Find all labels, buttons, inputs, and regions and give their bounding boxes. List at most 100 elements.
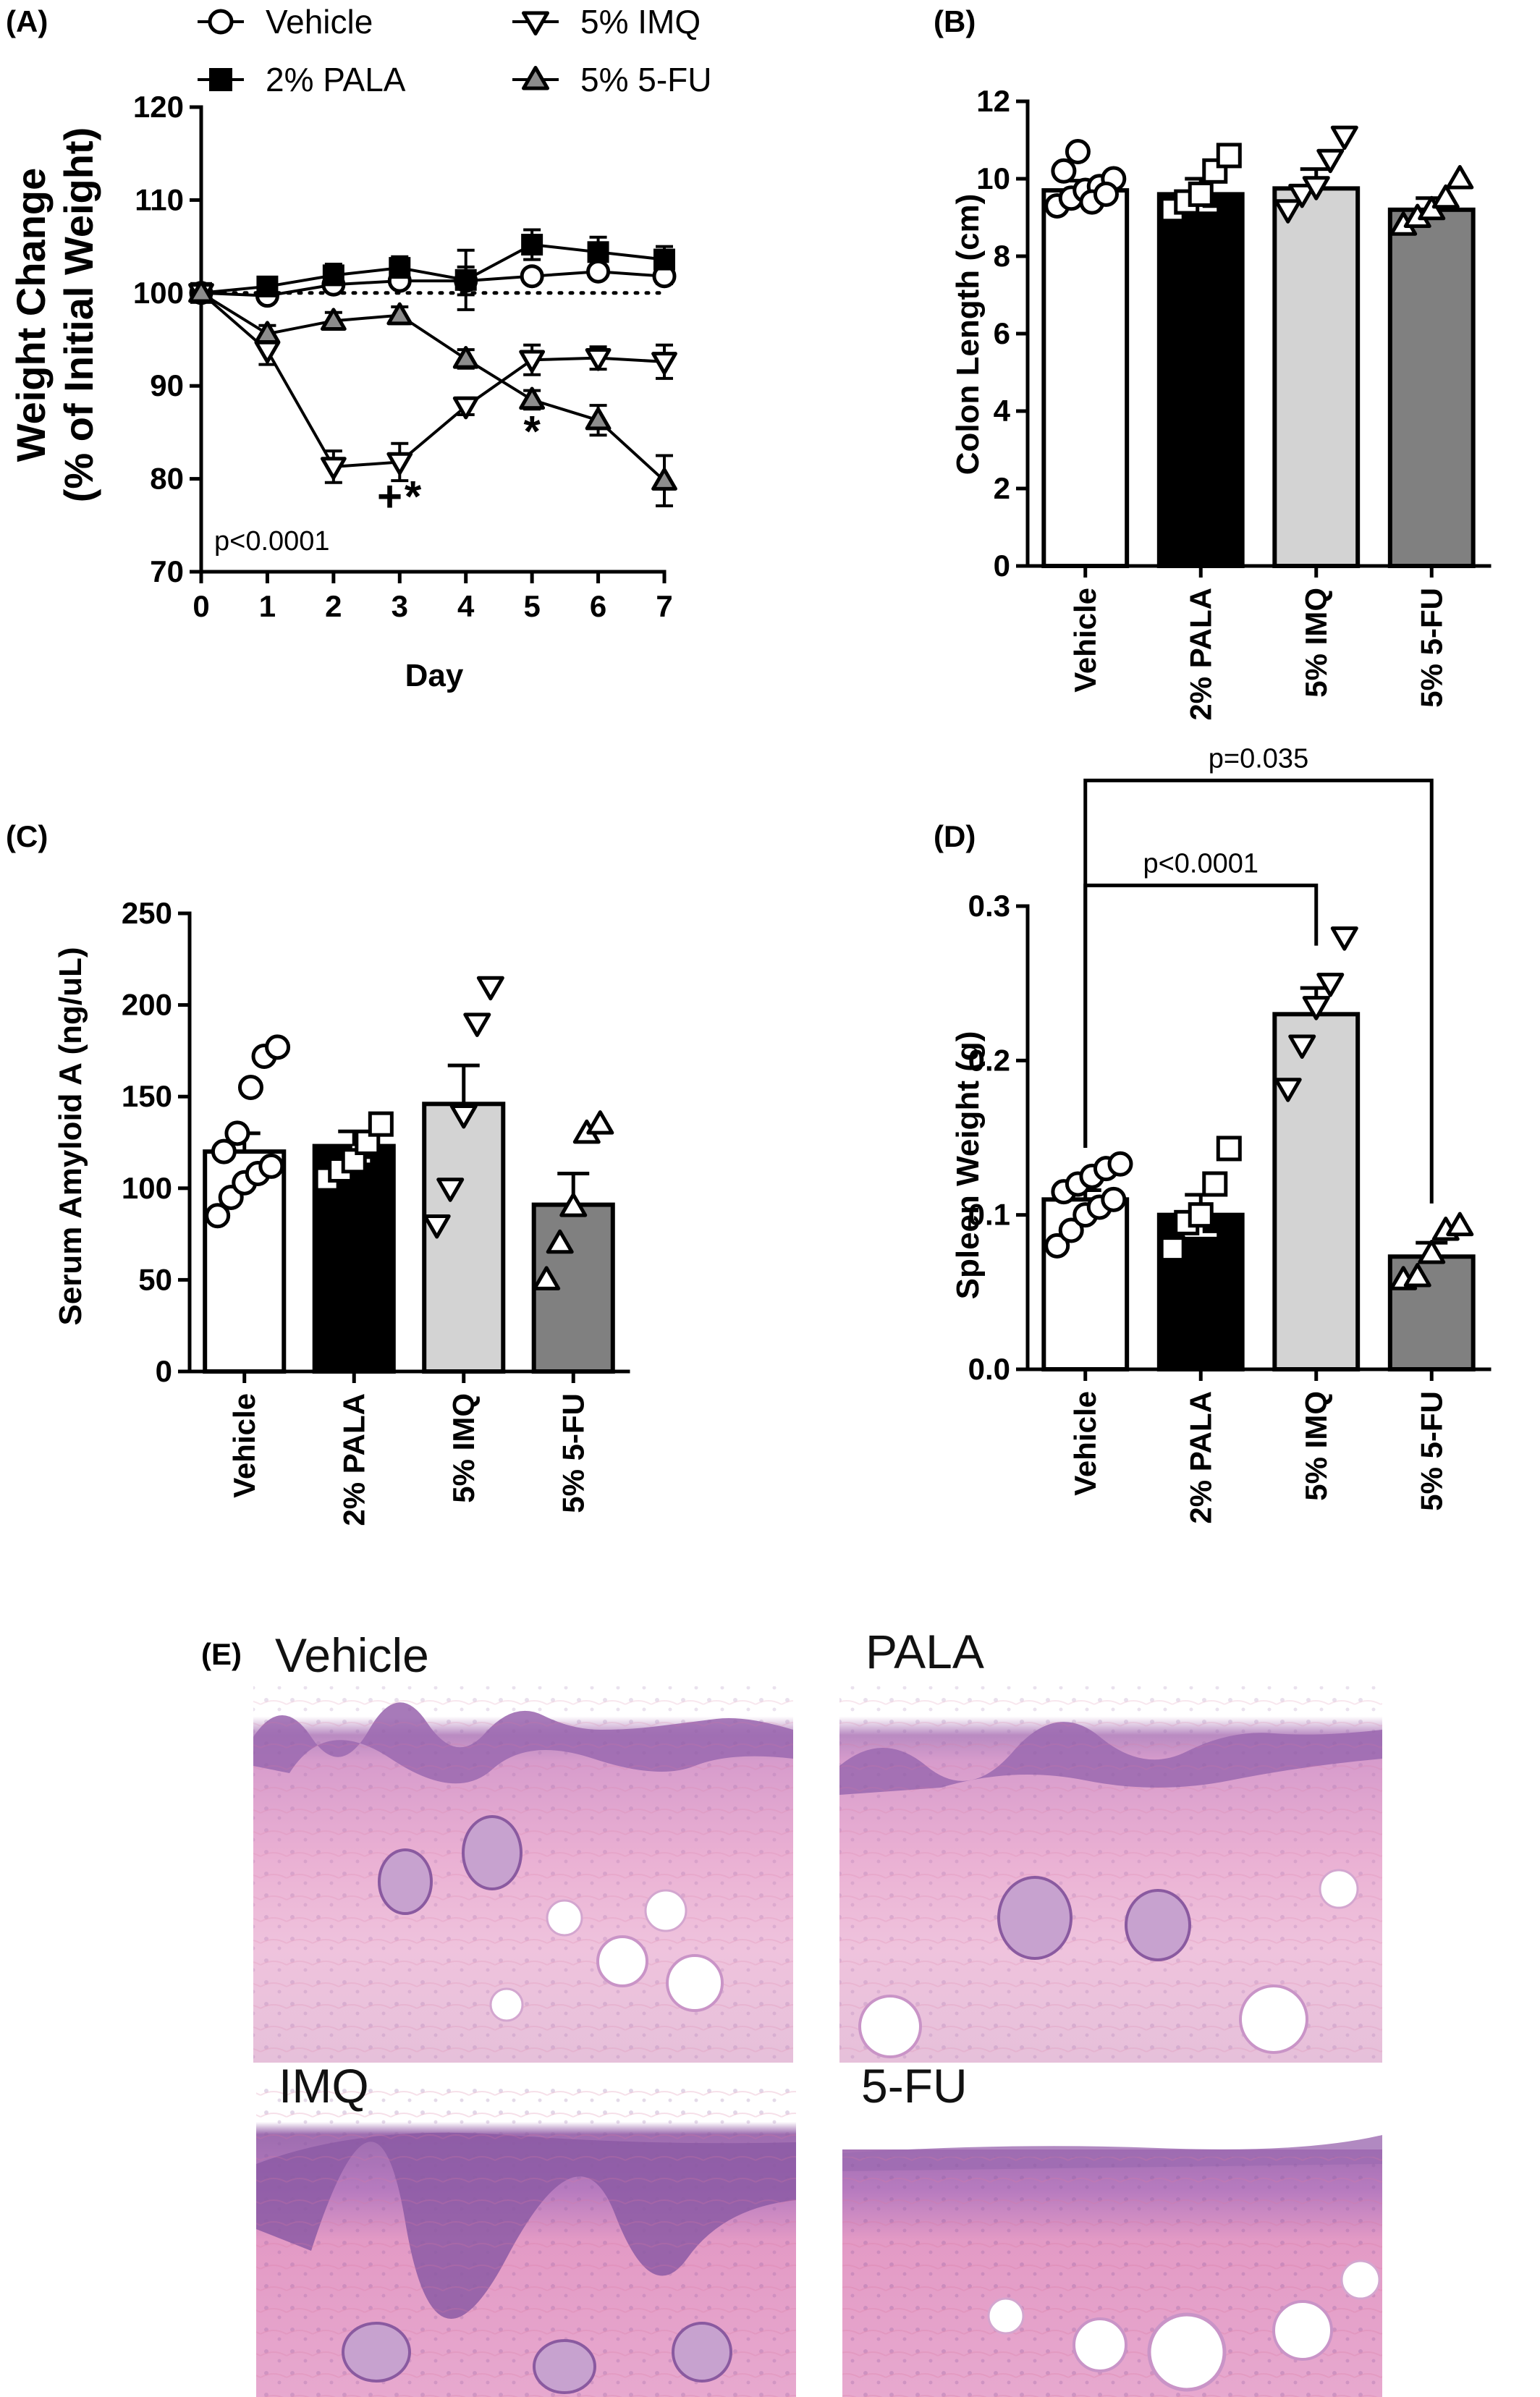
data-point [1065, 139, 1091, 165]
histology-label-pala: PALA [866, 1625, 984, 1678]
data-point [533, 1266, 561, 1290]
histology-pala: PALA [839, 1625, 1382, 2063]
ytick-label: 0.1 [968, 1198, 1010, 1232]
a-significance-mark: * [405, 473, 422, 521]
histology-label-vehicle: Vehicle [275, 1628, 429, 1682]
a-point [651, 468, 677, 491]
data-point [1316, 148, 1345, 174]
data-point [423, 1214, 451, 1239]
ytick-label: 0 [994, 549, 1010, 583]
data-point [205, 1203, 231, 1229]
data-point [559, 1193, 588, 1217]
data-point [1302, 996, 1330, 1020]
bar [1387, 207, 1476, 568]
legend-label: 2% PALA [266, 61, 406, 98]
xtick-label: 5% IMQ [1299, 588, 1333, 698]
bar [1041, 1197, 1130, 1372]
a-point [454, 269, 477, 291]
weight-change-line-chart: Weight Change (% of Initial Weight) Day … [8, 3, 711, 693]
a-ytick-label: 90 [150, 368, 184, 402]
xtick-label: Vehicle [1068, 1391, 1102, 1496]
legend-label: 5% 5-FU [580, 61, 711, 98]
a-legend: Vehicle 2% PALA 5% IMQ 5% 5-FU [198, 3, 711, 98]
bar [1041, 188, 1130, 568]
a-point [653, 248, 675, 271]
a-xtick-label: 6 [590, 589, 606, 623]
a-ytick-label: 120 [133, 90, 184, 124]
data-point [1446, 165, 1474, 190]
ytick-label: 0 [156, 1354, 172, 1388]
legend-marker [208, 9, 234, 35]
a-ytick-label: 80 [150, 462, 184, 496]
data-point [265, 1034, 291, 1060]
a-point [386, 452, 413, 475]
a-point [386, 302, 413, 326]
a-significance-mark: + [377, 473, 402, 521]
data-point [476, 976, 504, 1001]
a-point [254, 340, 281, 364]
data-point [1107, 1151, 1133, 1177]
panel-label-c: (C) [6, 819, 48, 853]
a-point [585, 347, 612, 371]
a-point [586, 259, 611, 284]
data-point [1418, 1240, 1446, 1264]
a-point [320, 308, 347, 331]
ytick-label: 150 [122, 1079, 172, 1113]
data-point [1216, 1136, 1242, 1162]
data-point [1159, 1236, 1185, 1262]
ytick-label: 10 [976, 161, 1010, 195]
a-point [322, 264, 344, 287]
histology-images: Vehicle PALA IMQ [253, 1625, 1382, 2397]
histology-imq: IMQ [256, 2059, 796, 2397]
data-point [1288, 1034, 1316, 1059]
a-series-line [200, 242, 665, 295]
colon-length-bar-chart: Colon Length (cm) 0 2 4 6 8 10 12 Vehicle 2% PAL… [950, 84, 1492, 721]
spleen-weight-bar-chart: Spleen Weight (g) 0.0 0.1 0.2 0.3 Vehicle 2% … [950, 743, 1492, 1524]
a-point [188, 279, 214, 303]
a-xtick-label: 2 [325, 589, 342, 623]
ytick-label: 100 [122, 1171, 172, 1205]
a-point [585, 407, 612, 431]
a-point [254, 321, 281, 344]
xtick-label: 2% PALA [337, 1393, 371, 1526]
a-xlabel: Day [405, 658, 464, 693]
data-point [1093, 181, 1119, 207]
a-point [521, 234, 543, 256]
a-series-line [200, 292, 666, 482]
ytick-label: 0.2 [968, 1043, 1010, 1077]
data-point [449, 1104, 478, 1129]
legend-marker [209, 68, 232, 91]
legend-marker [522, 11, 549, 35]
b-ylabel: Colon Length (cm) [950, 194, 986, 475]
a-point [389, 257, 411, 279]
legend-label: Vehicle [266, 3, 373, 41]
a-point [651, 352, 677, 375]
data-point [1302, 176, 1330, 200]
a-xtick-label: 1 [259, 589, 276, 623]
ytick-label: 2 [994, 471, 1010, 505]
data-point [1403, 1263, 1431, 1288]
data-point [1431, 184, 1460, 209]
xtick-label: 5% IMQ [447, 1393, 481, 1503]
data-point [586, 1110, 614, 1135]
ytick-label: 200 [122, 988, 172, 1022]
significance-label: p<0.0001 [1143, 848, 1258, 879]
a-xtick-label: 5 [523, 589, 540, 623]
a-xtick-label: 3 [392, 589, 408, 623]
a-xtick-label: 4 [457, 589, 475, 623]
data-point [436, 1178, 465, 1202]
a-ytick-label: 100 [133, 276, 184, 310]
data-point [355, 1130, 381, 1155]
a-pvalue: p<0.0001 [214, 526, 330, 557]
data-point [224, 1120, 250, 1146]
a-xtick-label: 0 [192, 589, 209, 623]
data-point [1188, 1202, 1214, 1228]
data-point [1051, 158, 1077, 184]
data-point [1202, 1171, 1228, 1197]
xtick-label: 5% IMQ [1299, 1391, 1333, 1501]
xtick-label: 5% 5-FU [1414, 588, 1448, 708]
a-series-line [200, 292, 665, 468]
a-ylabel-line2: (% of Initial Weight) [56, 127, 101, 502]
xtick-label: Vehicle [227, 1393, 261, 1498]
